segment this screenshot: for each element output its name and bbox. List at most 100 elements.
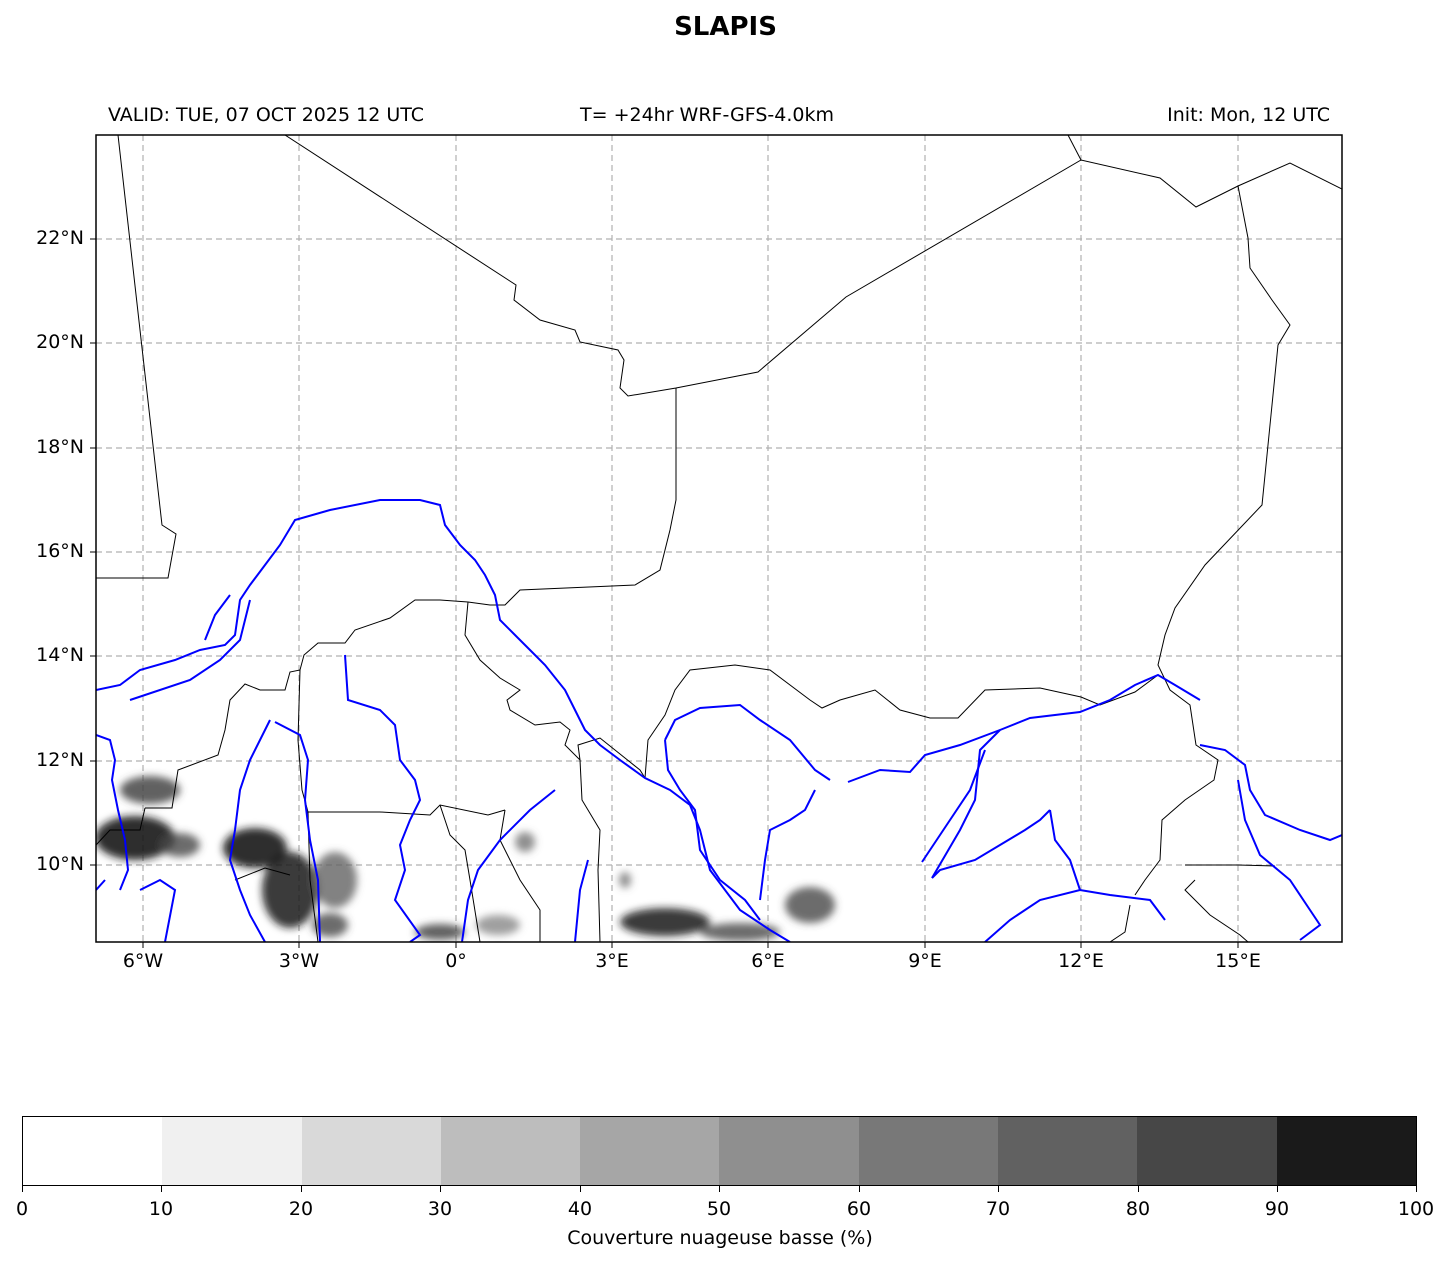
border-cotedivoire-burkina: [234, 867, 291, 881]
colorbar-label-20: 20: [288, 1198, 314, 1220]
river-bani: [129, 599, 251, 701]
lon-label-3e: 3°E: [595, 950, 629, 972]
colorbar-tick: [22, 1186, 23, 1192]
map-title: SLAPIS: [674, 12, 777, 42]
cloud-patch: [415, 924, 465, 940]
cloud-patch: [619, 872, 631, 888]
cloud-patch: [476, 915, 520, 935]
colorbar-label-40: 40: [567, 1198, 593, 1220]
cloud-patch: [120, 776, 180, 804]
colorbar-label-100: 100: [1397, 1198, 1435, 1220]
border-chad-niger: [1134, 185, 1291, 896]
river-rima: [664, 739, 761, 921]
cloud-patch: [160, 833, 200, 857]
lat-label-12n: 12°N: [36, 749, 84, 771]
border-togo-benin: [499, 809, 541, 942]
river-hadejia: [931, 729, 1001, 879]
river-niger: [96, 499, 791, 942]
cloud-patch: [700, 923, 780, 941]
cloud-patch: [313, 852, 357, 908]
border-algeria-south: [284, 135, 1342, 397]
cloud-patch: [785, 887, 835, 923]
border-benin-nigeria: [579, 759, 601, 942]
colorbar-segment: [1137, 1117, 1277, 1185]
colorbar-segment: [719, 1117, 859, 1185]
colorbar-tick: [859, 1186, 860, 1192]
colorbar-label-30: 30: [427, 1198, 453, 1220]
lat-label-16n: 16°N: [36, 540, 84, 562]
border-ghana-burkina: [308, 804, 506, 816]
colorbar-segment: [580, 1117, 720, 1185]
rivers: [96, 499, 1342, 942]
border-guinea-mali: [96, 807, 146, 846]
colorbar-label-50: 50: [706, 1198, 732, 1220]
border-cameroon: [1109, 904, 1131, 942]
colorbar-tick: [719, 1186, 720, 1192]
border-mauritania-mali: [96, 135, 177, 579]
colorbar: [22, 1116, 1417, 1186]
lat-label-10n: 10°N: [36, 853, 84, 875]
lon-label-3w: 3°W: [278, 950, 320, 972]
cloud-patch: [515, 832, 535, 852]
border-libya: [1067, 135, 1082, 161]
lat-label-18n: 18°N: [36, 436, 84, 458]
colorbar-tick: [580, 1186, 581, 1192]
river-mono: [574, 859, 589, 942]
border-niger-nigeria: [644, 664, 1159, 779]
river-jamaare: [921, 749, 986, 863]
border-chad-car: [1185, 864, 1276, 867]
border-burkina-niger-benin: [464, 601, 646, 779]
river-segment: [96, 879, 106, 891]
river-segment-west: [139, 878, 177, 942]
border-mali-south: [145, 388, 677, 809]
lon-label-6e: 6°E: [751, 950, 785, 972]
river-volta-east: [274, 721, 321, 942]
colorbar-segment: [162, 1117, 302, 1185]
river-sokoto: [664, 703, 831, 781]
colorbar-segment: [858, 1117, 999, 1185]
forecast-lead-label: T= +24hr WRF-GFS-4.0km: [580, 104, 834, 126]
init-time-label: Init: Mon, 12 UTC: [1167, 104, 1330, 126]
colorbar-label-90: 90: [1264, 1198, 1290, 1220]
lat-label-14n: 14°N: [36, 644, 84, 666]
cloud-patch: [312, 913, 348, 937]
border-cameroon-chad: [1184, 879, 1249, 942]
gridlines: [96, 135, 1342, 942]
map-panel: [90, 134, 1343, 948]
river-tributary-west: [96, 734, 130, 891]
river-black-volta: [228, 719, 271, 942]
map-frame: [95, 134, 1343, 943]
colorbar-tick: [1277, 1186, 1278, 1192]
river-logone: [1237, 779, 1322, 941]
axis-ticks: [90, 238, 1239, 948]
lon-label-6w: 6°W: [122, 950, 164, 972]
valid-time-label: VALID: TUE, 07 OCT 2025 12 UTC: [108, 104, 424, 126]
colorbar-segment: [301, 1117, 441, 1185]
lon-label-15e: 15°E: [1215, 950, 1261, 972]
colorbar-title: Couverture nuageuse basse (%): [567, 1227, 873, 1249]
colorbar-segment: [23, 1117, 163, 1185]
river-komadugu: [847, 673, 1201, 783]
lat-label-22n: 22°N: [36, 227, 84, 249]
colorbar-label-0: 0: [15, 1198, 29, 1220]
river-gongola: [931, 809, 1051, 879]
river-gongola-2: [1049, 809, 1081, 891]
river-kaduna: [759, 789, 816, 901]
river-white-volta: [344, 654, 422, 942]
colorbar-segment: [440, 1117, 581, 1185]
border-togo-ghana: [439, 804, 481, 942]
colorbar-label-70: 70: [985, 1198, 1011, 1220]
river-benue: [984, 888, 1166, 942]
cloud-patch: [620, 908, 710, 936]
colorbar-tick: [301, 1186, 302, 1192]
colorbar-segment: [998, 1117, 1138, 1185]
colorbar-tick: [1416, 1186, 1417, 1192]
river-segment: [204, 594, 231, 641]
cloud-patch: [223, 828, 287, 868]
colorbar-label-10: 10: [148, 1198, 174, 1220]
colorbar-label-80: 80: [1125, 1198, 1151, 1220]
lat-label-20n: 20°N: [36, 331, 84, 353]
colorbar-tick: [161, 1186, 162, 1192]
river-oti: [461, 789, 556, 942]
lon-label-9e: 9°E: [908, 950, 942, 972]
